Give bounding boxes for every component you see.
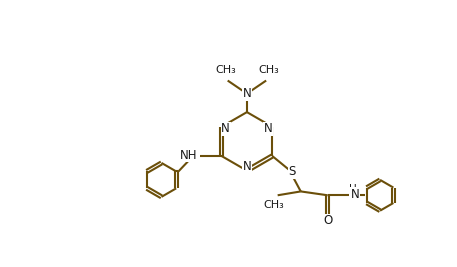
Text: H: H: [349, 184, 357, 194]
Text: CH₃: CH₃: [215, 65, 236, 75]
Text: NH: NH: [180, 149, 197, 162]
Text: N: N: [243, 160, 251, 173]
Text: CH₃: CH₃: [258, 65, 279, 75]
Text: S: S: [288, 165, 296, 178]
Text: N: N: [264, 122, 273, 135]
Text: N: N: [221, 122, 230, 135]
Text: O: O: [323, 214, 332, 227]
Text: CH₃: CH₃: [263, 200, 284, 210]
Text: N: N: [243, 87, 251, 100]
Text: N: N: [351, 188, 360, 201]
